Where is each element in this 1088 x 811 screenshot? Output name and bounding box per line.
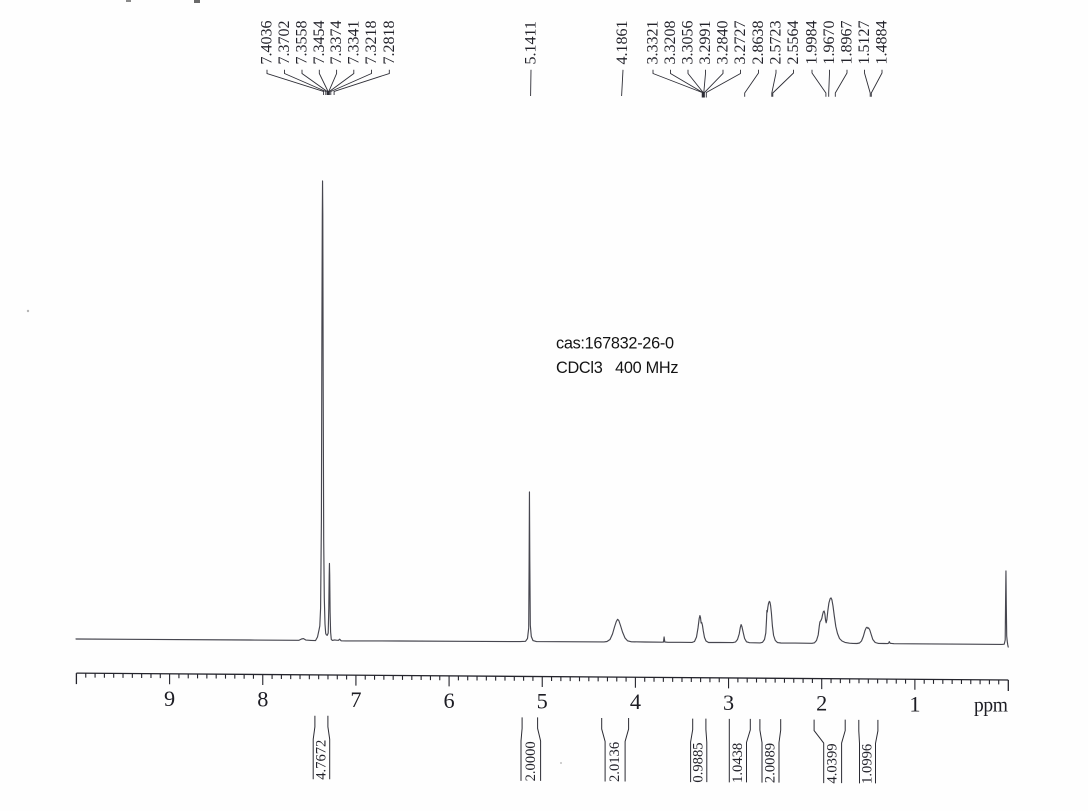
svg-text:1.9984: 1.9984: [804, 21, 821, 65]
svg-text:5: 5: [537, 689, 548, 714]
svg-text:1.4884: 1.4884: [874, 21, 891, 65]
svg-text:cas:167832-26-0: cas:167832-26-0: [556, 334, 674, 352]
svg-text:7.3341: 7.3341: [345, 21, 362, 65]
svg-text:3: 3: [723, 690, 734, 715]
svg-text:4: 4: [630, 689, 641, 714]
svg-text:1.0996: 1.0996: [860, 744, 876, 784]
svg-text:2: 2: [816, 691, 827, 716]
svg-text:7.3454: 7.3454: [311, 21, 328, 65]
svg-text:CDCl3 400 MHz: CDCl3 400 MHz: [556, 359, 678, 377]
svg-text:1: 1: [909, 691, 920, 716]
svg-text:7.3218: 7.3218: [363, 21, 380, 65]
svg-text:1.5127: 1.5127: [856, 21, 873, 65]
svg-text:2.0136: 2.0136: [607, 742, 623, 782]
svg-text:3.2991: 3.2991: [697, 21, 714, 65]
svg-text:8: 8: [257, 687, 268, 712]
svg-text:6: 6: [444, 688, 455, 713]
svg-text:2.0089: 2.0089: [763, 743, 779, 783]
svg-text:2.8638: 2.8638: [750, 21, 767, 65]
svg-text:4.1861: 4.1861: [614, 21, 631, 65]
svg-text:1.8967: 1.8967: [839, 21, 856, 65]
svg-text:2.0000: 2.0000: [523, 741, 539, 781]
svg-text:0.9885: 0.9885: [691, 742, 707, 782]
svg-text:7.3558: 7.3558: [294, 21, 311, 65]
svg-text:7.3702: 7.3702: [276, 21, 293, 65]
svg-text:7.4036: 7.4036: [259, 21, 276, 65]
svg-text:3.3056: 3.3056: [680, 21, 697, 65]
svg-text:7: 7: [350, 687, 361, 712]
svg-text:9: 9: [164, 686, 175, 711]
svg-text:7.2818: 7.2818: [381, 21, 398, 65]
svg-text:3.3208: 3.3208: [662, 21, 679, 65]
svg-text:1.0438: 1.0438: [730, 743, 746, 783]
svg-text:1.9670: 1.9670: [821, 21, 838, 65]
svg-text:2.5723: 2.5723: [768, 21, 785, 65]
svg-text:ppm: ppm: [974, 696, 1008, 717]
svg-text:4.7672: 4.7672: [313, 740, 329, 780]
svg-text:5.1411: 5.1411: [523, 21, 540, 64]
svg-text:3.2727: 3.2727: [732, 21, 749, 65]
svg-text:3.3321: 3.3321: [645, 21, 662, 65]
svg-text:4.0399: 4.0399: [825, 743, 841, 783]
svg-text:2.5564: 2.5564: [785, 21, 802, 65]
svg-text:3.2840: 3.2840: [715, 21, 732, 65]
svg-text:7.3374: 7.3374: [328, 21, 345, 65]
